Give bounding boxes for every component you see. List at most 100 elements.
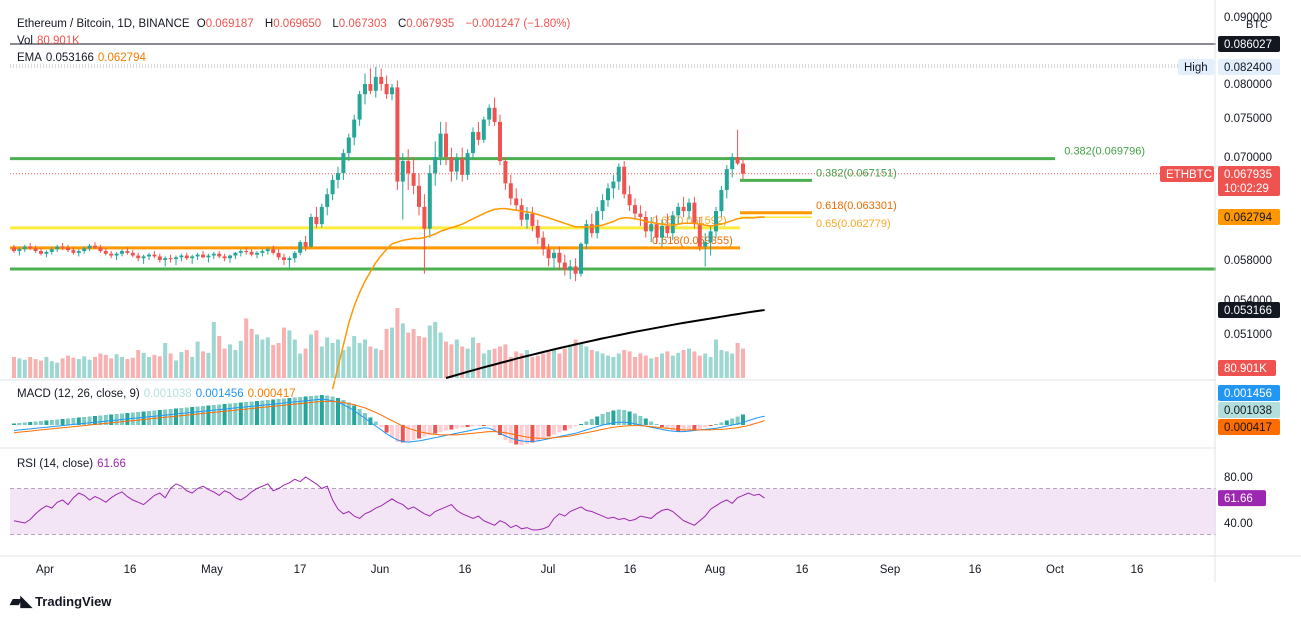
macd-histogram-bar	[589, 419, 594, 425]
candle-body	[22, 246, 27, 250]
change-value: −0.001247 (−1.80%)	[465, 18, 571, 30]
macd-histogram-bar	[579, 424, 583, 425]
volume-bar	[271, 345, 276, 378]
volume-bar	[514, 351, 519, 378]
volume-bar	[341, 350, 346, 378]
rsi-band	[10, 488, 1216, 535]
price-tag-high-bg	[1218, 59, 1280, 75]
volume-bar	[141, 352, 146, 378]
macd-histogram-bar	[379, 425, 384, 427]
macd-histogram-bar	[384, 425, 389, 433]
candle-body	[39, 251, 43, 254]
macd-histogram-bar	[541, 425, 546, 439]
macd-histogram-bar	[276, 399, 281, 425]
candle-body	[120, 251, 124, 254]
volume-bar	[417, 336, 421, 378]
macd-signal-line	[13, 400, 765, 439]
volume-bar	[39, 360, 43, 378]
volume-bar	[444, 341, 448, 378]
volume-bar	[82, 356, 87, 378]
volume-bar	[400, 323, 405, 378]
volume-bar	[184, 350, 189, 378]
volume-bar	[292, 339, 297, 378]
candle-body	[98, 247, 103, 252]
tradingview-logo[interactable]: ▰◣ TradingView	[10, 592, 111, 610]
low-value: 0.067303	[338, 18, 387, 30]
macd-histogram-bar	[400, 425, 405, 443]
macd-histogram-bar	[244, 402, 249, 425]
volume-bar	[525, 350, 529, 378]
candle-body	[503, 161, 508, 184]
volume-bar	[616, 353, 621, 378]
macd-histogram-bar	[87, 416, 92, 425]
time-tick-label: 16	[969, 564, 982, 576]
candle-body	[103, 251, 108, 254]
countdown-tag: 10:02:29	[1224, 183, 1269, 195]
volume-bar	[17, 358, 22, 378]
volume-bar	[676, 352, 681, 378]
candle-body	[708, 231, 713, 243]
volume-bar	[346, 346, 351, 378]
candle-body	[454, 158, 459, 172]
rsi-tick-label: 80.00	[1224, 472, 1253, 484]
candle-body	[357, 94, 362, 120]
volume-bar	[492, 348, 497, 378]
volume-bar	[665, 351, 670, 378]
volume-bar	[454, 339, 459, 378]
candle-body	[55, 246, 60, 250]
volume-bar	[687, 348, 691, 378]
macd-histogram-bar	[255, 401, 259, 425]
macd-histogram-bar	[287, 398, 292, 425]
macd-histogram-bar	[627, 411, 632, 425]
candle-body	[643, 217, 648, 232]
volume-bar	[611, 357, 616, 378]
candle-body	[28, 246, 33, 249]
volume-bar	[87, 359, 92, 378]
volume-bar	[465, 348, 470, 378]
candle-body	[179, 255, 184, 258]
candle-body	[282, 257, 286, 260]
candle-body	[292, 252, 297, 259]
axis-labels: 0.090000 0.080000 0.075000 0.070000 0.058000…	[36, 12, 1280, 576]
macd-histogram-bar	[206, 405, 211, 425]
macd-histogram-bar	[109, 414, 114, 425]
volume-bars	[12, 308, 745, 378]
candle-body	[373, 76, 378, 91]
macd-histogram-bar	[184, 407, 189, 425]
macd-axis-tag: 0.000417	[1224, 422, 1272, 434]
high-label: H	[264, 18, 274, 30]
volume-bar	[298, 353, 303, 378]
volume-bar	[546, 351, 551, 378]
candle-body	[49, 249, 54, 252]
volume-bar	[325, 337, 330, 378]
tradingview-icon: ▰◣	[10, 593, 32, 610]
macd-histogram-bar	[319, 395, 324, 425]
candle-body	[525, 213, 529, 220]
volume-bar	[265, 337, 270, 378]
volume-bar	[422, 337, 427, 378]
candle-body	[195, 254, 200, 257]
candle-body	[438, 133, 443, 157]
candle-body	[157, 256, 162, 260]
volume-value: 80.901K	[37, 35, 80, 47]
volume-bar	[579, 343, 583, 378]
macd-histogram-bar	[71, 418, 76, 425]
macd-histogram-bar	[530, 425, 535, 443]
macd-histogram-bar	[692, 425, 697, 431]
volume-bar	[481, 353, 486, 378]
candle-body	[498, 121, 502, 162]
candle-body	[12, 247, 16, 252]
macd-histogram-bar	[271, 399, 276, 425]
rsi-pane	[10, 476, 1216, 535]
macd-histogram-bar	[325, 395, 330, 425]
candle-body	[330, 179, 335, 195]
candle-body	[60, 246, 65, 248]
macd-histogram-bar	[298, 397, 303, 425]
volume-bar	[249, 329, 254, 378]
volume-bar	[319, 346, 324, 378]
macd-histogram-bar	[249, 401, 254, 425]
volume-bar	[211, 322, 216, 378]
candle-body	[573, 266, 578, 274]
price-tag-high-line: 0.086027	[1224, 39, 1272, 51]
